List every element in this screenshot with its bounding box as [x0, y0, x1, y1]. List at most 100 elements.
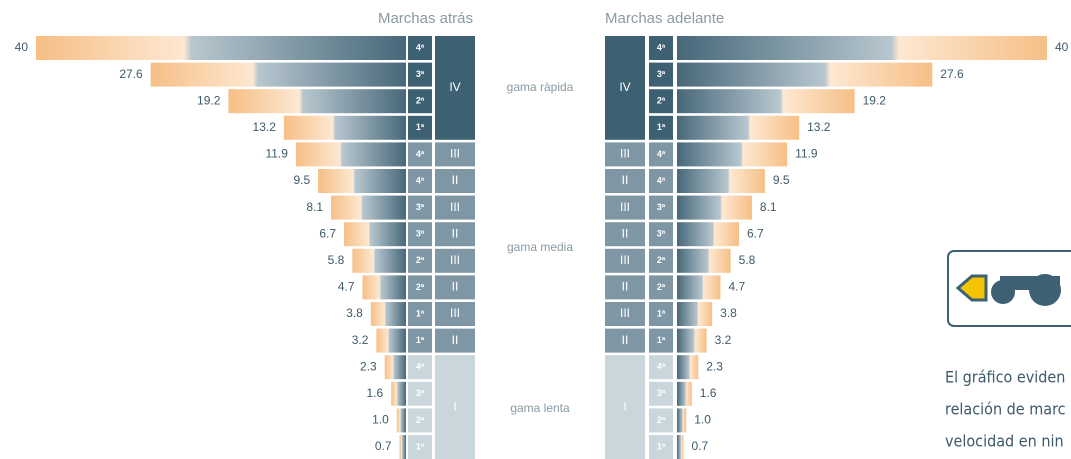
gear-cell: [649, 328, 673, 353]
gear-cell: [649, 381, 673, 406]
bar: [399, 435, 406, 459]
value-label: 19.2: [863, 93, 887, 107]
gear-label: 4ª: [657, 149, 666, 159]
range-cell: [605, 355, 645, 459]
bar: [677, 275, 721, 300]
value-label: 11.9: [265, 147, 288, 161]
gear-cell: [649, 275, 673, 300]
gear-cell: [649, 36, 673, 60]
gear-label: 1ª: [657, 335, 666, 345]
gear-label: 2ª: [657, 415, 666, 425]
value-label: 1.6: [700, 386, 717, 400]
gear-cell: [408, 169, 432, 193]
value-label: 3.8: [346, 306, 363, 320]
range-cell: [435, 248, 475, 273]
gear-cell: [408, 36, 432, 60]
range-label: III: [450, 306, 460, 320]
range-label: III: [450, 200, 460, 214]
bar: [370, 302, 406, 326]
gear-cell: [649, 408, 673, 433]
gear-cell: [408, 248, 432, 273]
value-label: 6.7: [319, 226, 336, 240]
value-label: 8.1: [306, 200, 323, 214]
value-label: 3.2: [352, 333, 369, 347]
range-cell: [435, 275, 475, 300]
bar: [677, 62, 933, 87]
note-line: relación de marc: [945, 400, 1066, 419]
bar: [677, 248, 731, 273]
value-label: 6.7: [747, 226, 764, 240]
value-label: 5.8: [739, 253, 756, 267]
gear-label: 1ª: [657, 441, 666, 451]
range-label: II: [622, 226, 629, 240]
left-title: Marchas atrás: [378, 10, 473, 27]
bar: [677, 328, 707, 353]
gear-label: 3ª: [416, 229, 425, 239]
gear-cell: [649, 302, 673, 326]
range-cell: [605, 169, 645, 193]
note-line: velocidad en nin: [945, 432, 1064, 451]
range-cell: [435, 355, 475, 459]
range-cell: [605, 222, 645, 247]
bar: [677, 169, 765, 193]
bar: [384, 355, 406, 380]
gear-label: 1ª: [657, 308, 666, 318]
range-cell: [605, 328, 645, 353]
gear-cell: [408, 115, 432, 140]
gear-cell: [408, 435, 432, 459]
value-label: 3.2: [715, 333, 732, 347]
group-label: gama media: [507, 240, 573, 254]
value-label: 3.8: [720, 306, 737, 320]
gear-label: 3ª: [416, 202, 425, 212]
range-cell: [605, 142, 645, 167]
range-label: III: [450, 253, 460, 267]
gear-cell: [649, 248, 673, 273]
bar: [396, 408, 406, 433]
group-label: gama ràpida: [507, 80, 574, 94]
range-cell: [435, 195, 475, 220]
bar: [677, 435, 684, 459]
gear-label: 2ª: [416, 96, 425, 106]
gear-label: 2ª: [657, 282, 666, 292]
value-label: 1.6: [367, 386, 384, 400]
bar: [352, 248, 406, 273]
range-label: II: [452, 173, 459, 187]
gear-cell: [408, 62, 432, 87]
value-label: 8.1: [760, 200, 777, 214]
value-label: 1.0: [372, 413, 389, 427]
value-label: 4.7: [728, 280, 745, 294]
range-cell: [435, 169, 475, 193]
bar: [150, 62, 406, 87]
range-cell: [435, 302, 475, 326]
bar: [677, 381, 692, 406]
range-label: III: [620, 147, 630, 161]
range-label: II: [622, 280, 629, 294]
gear-label: 3ª: [657, 229, 666, 239]
gear-cell: [649, 355, 673, 380]
gear-label: 4ª: [416, 42, 425, 52]
range-cell: [605, 195, 645, 220]
gear-cell: [408, 275, 432, 300]
range-label: III: [620, 306, 630, 320]
range-cell: [605, 275, 645, 300]
gear-cell: [408, 89, 432, 114]
gear-cell: [649, 169, 673, 193]
value-label: 0.7: [375, 439, 392, 453]
gear-cell: [408, 142, 432, 167]
value-label: 19.2: [197, 93, 221, 107]
bar: [318, 169, 406, 193]
gear-label: 4ª: [416, 362, 425, 372]
bar: [376, 328, 406, 353]
value-label: 2.3: [360, 359, 377, 373]
bar: [283, 115, 406, 140]
gear-cell: [649, 142, 673, 167]
gear-cell: [408, 302, 432, 326]
value-label: 2.3: [706, 359, 723, 373]
bar: [331, 195, 406, 220]
range-label: III: [620, 200, 630, 214]
bar: [677, 142, 788, 167]
gear-label: 1ª: [416, 122, 425, 132]
range-label: II: [452, 280, 459, 294]
gear-label: 4ª: [657, 42, 666, 52]
bar: [391, 381, 406, 406]
